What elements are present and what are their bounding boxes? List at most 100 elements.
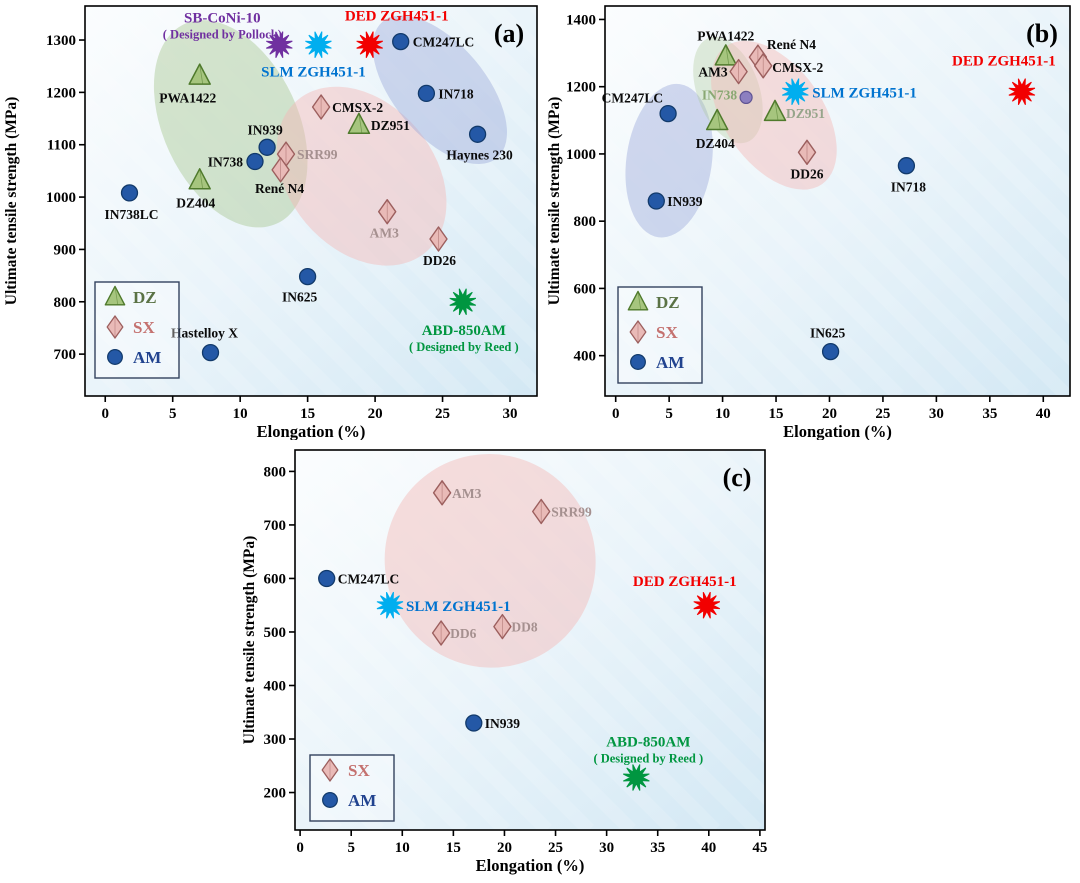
point-label: Hastelloy X — [171, 326, 238, 341]
panel-letter: (c) — [723, 463, 752, 492]
x-tick-label: 0 — [296, 840, 304, 856]
x-tick-label: 45 — [752, 840, 767, 856]
point-label: CM247LC — [602, 91, 664, 106]
point-label: ABD-850AM — [422, 323, 506, 339]
legend-label: DZ — [656, 293, 680, 312]
legend: DZ SX AM — [617, 286, 703, 384]
axes-ticks: 0 5 10 15 20 25 30 700 800 900 1000 1100 1200 1300 — [46, 33, 518, 422]
point-label: CMSX-2 — [772, 60, 823, 75]
legend-marker-DZ — [627, 290, 649, 311]
x-tick-label: 20 — [368, 406, 383, 422]
background-stripes — [85, 6, 537, 396]
point-DD26: DD26 — [423, 226, 456, 268]
point-label: ( Designed by Pollock) — [163, 28, 282, 42]
point-label: DZ951 — [371, 118, 410, 133]
point-label: IN625 — [282, 290, 318, 305]
axes-ticks: 0 5 10 15 20 25 30 35 40 400 600 800 1000 1200 1400 — [566, 12, 1051, 422]
point-IN939: IN939 — [247, 122, 283, 156]
point-label: CM247LC — [413, 35, 475, 50]
x-tick-label: 0 — [612, 406, 620, 422]
point-label: DD26 — [791, 166, 824, 181]
point-label: SRR99 — [551, 505, 592, 520]
point-label: DED ZGH451-1 — [952, 54, 1056, 70]
point-DZ404: DZ404 — [176, 168, 215, 210]
y-tick-label: 400 — [574, 349, 597, 365]
y-tick-label: 600 — [264, 571, 287, 587]
y-tick-label: 1300 — [46, 33, 76, 49]
point-Haynes 230: Haynes 230 — [446, 125, 513, 162]
point-label: DZ404 — [176, 195, 215, 210]
background-stripes — [605, 6, 1070, 396]
panel-letter: (b) — [1026, 19, 1058, 48]
point-ABD-850AM: ABD-850AM( Designed by Reed ) — [593, 735, 703, 791]
point-label: CM247LC — [338, 572, 400, 587]
point-label: AM3 — [370, 226, 399, 241]
panel-c-chart: 0 5 10 15 20 25 30 35 40 45 200 300 400 500 600 700 800 E… — [241, 449, 768, 875]
legend-marker-AM — [322, 792, 338, 808]
point-DED ZGH451-1: DED ZGH451-1 — [345, 9, 449, 58]
x-tick-label: 10 — [395, 840, 410, 856]
x-tick-label: 30 — [599, 840, 614, 856]
point-label: SRR99 — [297, 147, 338, 162]
y-tick-label: 400 — [264, 678, 287, 694]
point-PWA1422: PWA1422 — [159, 63, 216, 106]
x-tick-label: 15 — [446, 840, 461, 856]
legend-marker-SX — [321, 758, 339, 782]
point-IN939: IN939 — [647, 192, 703, 210]
legend-marker-SX — [629, 320, 647, 344]
x-tick-label: 40 — [1036, 406, 1051, 422]
point-label: Haynes 230 — [446, 147, 513, 162]
point-SRR99: SRR99 — [276, 141, 338, 167]
point-label: ( Designed by Reed ) — [409, 340, 519, 354]
plot-border — [604, 5, 1071, 397]
axes-ticks: 0 5 10 15 20 25 30 35 40 45 200 300 400 500 600 700 800 — [264, 464, 768, 856]
point-SLM ZGH451-1: SLM ZGH451-1 — [376, 591, 511, 619]
legend-label: AM — [133, 348, 161, 367]
x-tick-label: 5 — [665, 406, 673, 422]
point-label: SLM ZGH451-1 — [406, 599, 511, 615]
point-label: SB-CoNi-10 — [184, 11, 261, 27]
x-tick-label: 25 — [548, 840, 563, 856]
y-tick-label: 700 — [54, 347, 77, 363]
point-René N4: René N4 — [748, 37, 816, 70]
y-tick-label: 1400 — [566, 12, 596, 28]
y-tick-label: 600 — [574, 281, 597, 297]
x-tick-label: 40 — [701, 840, 716, 856]
x-tick-label: 15 — [300, 406, 315, 422]
point-IN625: IN625 — [810, 326, 845, 361]
panel-letter: (a) — [494, 19, 524, 48]
x-axis-label: Elongation (%) — [476, 856, 585, 875]
x-tick-label: 30 — [929, 406, 944, 422]
legend-marker-DZ — [104, 285, 126, 306]
point-DZ951: DZ951 — [347, 112, 410, 135]
y-tick-label: 800 — [264, 464, 287, 480]
point-CMSX-2: CMSX-2 — [311, 94, 383, 120]
plot-border — [84, 5, 538, 397]
x-tick-label: 30 — [503, 406, 518, 422]
point-DZ404: DZ404 — [696, 108, 735, 151]
point-CM247LC: CM247LC — [602, 91, 677, 123]
point-SLM ZGH451-1: SLM ZGH451-1 — [261, 31, 366, 81]
y-axis-label: Ultimate tensile strength (MPa) — [546, 97, 563, 305]
x-tick-label: 10 — [233, 406, 248, 422]
point-SRR99: SRR99 — [532, 498, 592, 525]
point-DED ZGH451-1: DED ZGH451-1 — [952, 54, 1056, 105]
point-label: DZ404 — [696, 136, 735, 151]
point-label: IN939 — [247, 122, 283, 137]
y-tick-label: 500 — [264, 625, 287, 641]
y-axis-label: Ultimate tensile strength (MPa) — [241, 536, 258, 744]
point-label: SLM ZGH451-1 — [812, 86, 917, 102]
point-label: IN939 — [485, 716, 521, 731]
x-tick-label: 35 — [650, 840, 665, 856]
x-tick-label: 25 — [875, 406, 890, 422]
y-tick-label: 200 — [264, 786, 287, 802]
y-tick-label: 700 — [264, 518, 287, 534]
point-label: DD26 — [423, 253, 456, 268]
point-label: ( Designed by Reed ) — [593, 752, 703, 766]
y-tick-label: 1100 — [47, 138, 76, 154]
legend-label: SX — [656, 323, 678, 342]
legend-marker-AM — [630, 354, 646, 370]
point-SB-CoNi-10: SB-CoNi-10( Designed by Pollock) — [163, 11, 293, 58]
point-IN738: IN738 — [702, 87, 753, 105]
point-label: DD6 — [450, 626, 476, 641]
